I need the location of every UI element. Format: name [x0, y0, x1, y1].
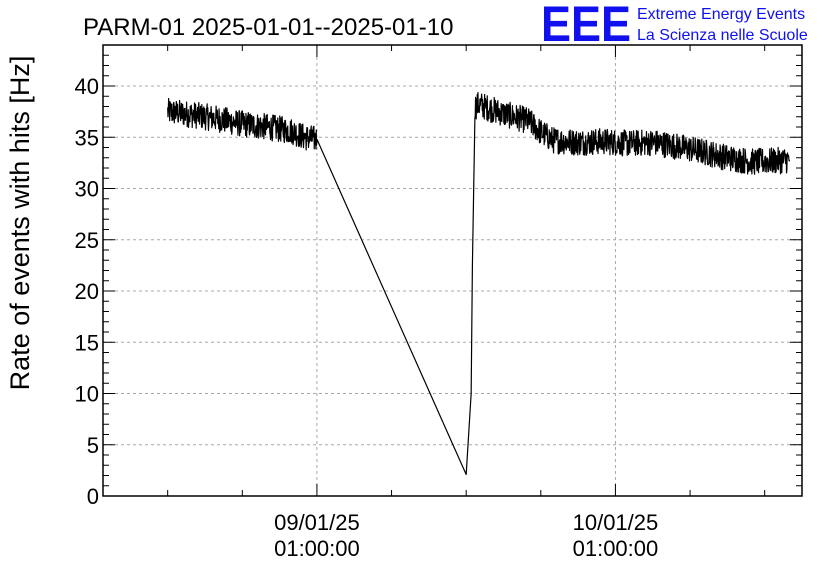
- logo-line-2: La Scienza nelle Scuole: [637, 27, 808, 44]
- y-tick-label: 20: [75, 279, 99, 304]
- tick-layer: [103, 44, 802, 497]
- chart-title: PARM-01 2025-01-01--2025-01-10: [83, 14, 453, 41]
- plot-frame: [102, 44, 803, 497]
- x-tick-time-label: 01:00:00: [274, 536, 360, 561]
- y-tick-label: 5: [87, 433, 99, 458]
- eee-logo: EEE Extreme Energy Events La Scienza nel…: [541, 0, 808, 52]
- x-tick-date-label: 09/01/25: [274, 510, 360, 535]
- y-tick-label: 10: [75, 382, 99, 407]
- series-line: [167, 91, 791, 476]
- y-tick-label: 0: [87, 484, 99, 509]
- tick-label-layer: 051015202530354009/01/2501:00:0010/01/25…: [75, 74, 659, 561]
- y-tick-label: 15: [75, 330, 99, 355]
- y-tick-label: 35: [75, 125, 99, 150]
- x-tick-time-label: 01:00:00: [573, 536, 659, 561]
- y-axis-label: Rate of events with hits [Hz]: [5, 56, 35, 391]
- y-tick-label: 25: [75, 228, 99, 253]
- eee-logo-text: EEE: [541, 0, 631, 52]
- y-tick-label: 40: [75, 74, 99, 99]
- logo-line-1: Extreme Energy Events: [637, 6, 805, 23]
- series-layer: [167, 91, 791, 476]
- y-tick-label: 30: [75, 177, 99, 202]
- x-tick-date-label: 10/01/25: [573, 510, 659, 535]
